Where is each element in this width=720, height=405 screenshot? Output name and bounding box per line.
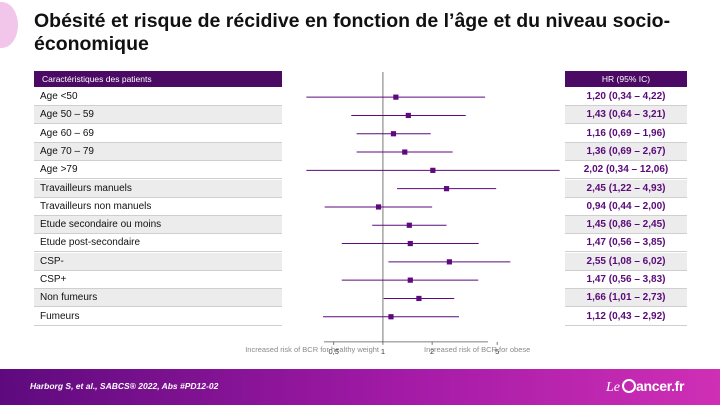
row-hr-value: 2,45 (1,22 – 4,93)	[586, 182, 666, 194]
hr-marker	[446, 259, 452, 265]
row-label: Travailleurs manuels	[40, 182, 132, 194]
row-hr-value: 1,47 (0,56 – 3,85)	[586, 237, 666, 249]
x-tick-label: 0,5	[329, 347, 339, 356]
row-hr-value: 1,36 (0,69 – 2,67)	[586, 145, 666, 157]
corner-decoration	[0, 2, 18, 48]
hr-marker	[393, 94, 399, 100]
row-hr-value: 1,47 (0,56 – 3,83)	[586, 274, 666, 285]
row-hr-value: 2,55 (1,08 – 6,02)	[586, 255, 666, 267]
footer-bar: Harborg S, et al., SABCS® 2022, Abs #PD1…	[0, 369, 720, 405]
row-hr-value: 1,66 (1,01 – 2,73)	[586, 292, 666, 304]
citation: Harborg S, et al., SABCS® 2022, Abs #PD1…	[30, 381, 219, 391]
row-hr-value: 2,02 (0,34 – 12,06)	[583, 164, 669, 176]
row-label: Etude post-secondaire	[40, 237, 141, 249]
row-label: Travailleurs non manuels	[40, 200, 152, 212]
hr-marker	[405, 112, 411, 119]
x-axis-label-right: Increased risk of BCR for obese	[424, 345, 531, 354]
hr-marker	[430, 167, 436, 173]
hr-marker	[406, 222, 412, 228]
hr-marker	[407, 277, 413, 283]
logo-text-word: ancer.fr	[636, 378, 685, 394]
row-label: Non fumeurs	[40, 292, 98, 304]
hr-marker	[375, 204, 382, 210]
column-header-characteristics: Caractéristiques des patients	[34, 71, 282, 87]
hr-marker	[443, 186, 450, 192]
row-hr-value: 1,45 (0,86 – 2,45)	[586, 219, 666, 231]
row-label: CSP+	[40, 274, 67, 285]
row-hr-value: 0,94 (0,44 – 2,00)	[586, 200, 666, 212]
x-tick-label: 5	[495, 347, 499, 356]
row-label: Age <50	[40, 91, 78, 102]
row-hr-value: 1,20 (0,34 – 4,22)	[586, 91, 666, 102]
hr-marker	[390, 131, 397, 137]
row-label: Fumeurs	[40, 310, 80, 322]
lecancer-logo: Le ancer.fr	[606, 376, 684, 396]
logo-text-le: Le	[606, 380, 620, 395]
row-label: Etude secondaire ou moins	[40, 219, 162, 231]
row-label: Age 70 – 79	[40, 145, 94, 157]
hr-marker	[416, 295, 422, 302]
x-axis-label-left: Increased risk of BCR for healthy weight	[245, 345, 379, 354]
hr-marker	[407, 240, 413, 247]
row-label: CSP-	[40, 255, 64, 267]
page-title: Obésité et risque de récidive en fonctio…	[34, 10, 671, 55]
row-label: Age 50 – 59	[40, 109, 94, 121]
row-label: Age 60 – 69	[40, 127, 94, 139]
x-tick-label: 2	[430, 347, 434, 356]
row-label: Age >79	[40, 164, 78, 176]
row-hr-value: 1,16 (0,69 – 1,96)	[586, 127, 666, 139]
row-hr-value: 1,12 (0,43 – 2,92)	[586, 310, 666, 322]
column-header-hr: HR (95% IC)	[565, 71, 687, 87]
hr-marker	[402, 149, 408, 155]
row-hr-value: 1,43 (0,64 – 3,21)	[586, 109, 666, 121]
logo-c-icon	[622, 379, 636, 393]
x-tick-label: 1	[381, 347, 385, 356]
hr-marker	[388, 314, 394, 320]
